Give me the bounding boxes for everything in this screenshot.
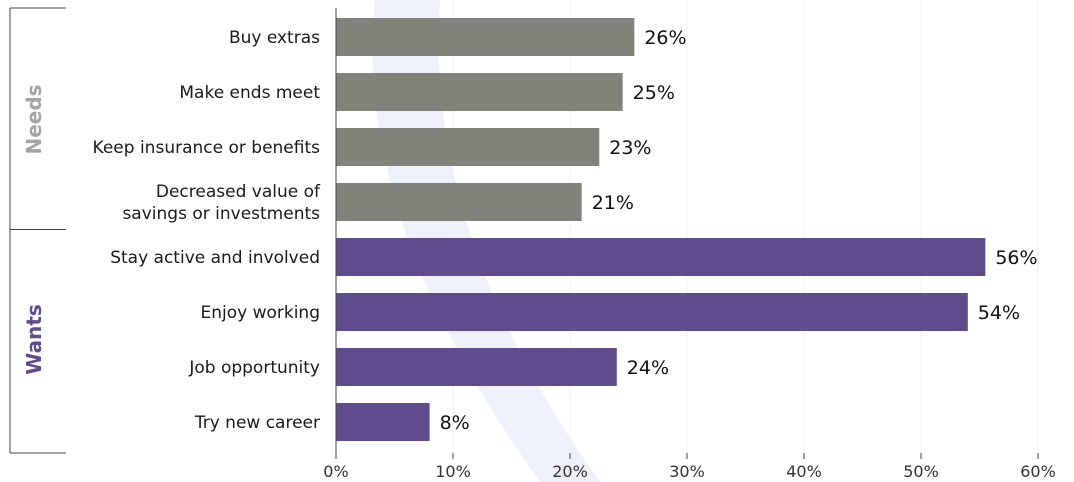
- category-label: Buy extras: [229, 28, 320, 48]
- category-label: Keep insurance or benefits: [93, 138, 321, 158]
- x-tick-label: 0%: [323, 462, 348, 481]
- x-tick-label: 10%: [435, 462, 471, 481]
- value-label: 25%: [633, 82, 675, 104]
- value-label: 21%: [592, 192, 634, 214]
- bar: [336, 238, 986, 276]
- x-tick-label: 40%: [786, 462, 822, 481]
- bar: [336, 18, 635, 56]
- x-tick-label: 50%: [903, 462, 939, 481]
- category-label: Decreased value of savings or investments: [122, 182, 321, 224]
- background-swoosh: [372, 0, 600, 482]
- value-label: 24%: [627, 357, 669, 379]
- category-label: Make ends meet: [179, 83, 320, 103]
- value-label: 8%: [440, 412, 470, 434]
- value-label: 26%: [644, 27, 686, 49]
- bar: [336, 128, 600, 166]
- category-label: Try new career: [194, 413, 320, 433]
- bar: [336, 293, 968, 331]
- value-label: 54%: [978, 302, 1020, 324]
- bar: [336, 183, 582, 221]
- value-label: 23%: [609, 137, 651, 159]
- bar: [336, 348, 617, 386]
- x-tick-label: 30%: [669, 462, 705, 481]
- group-label-needs: Needs: [22, 84, 46, 154]
- group-label-wants: Wants: [22, 304, 46, 375]
- category-label: Job opportunity: [188, 358, 320, 378]
- category-label: Enjoy working: [200, 303, 320, 323]
- bar: [336, 73, 623, 111]
- value-label: 56%: [995, 247, 1037, 269]
- x-tick-label: 20%: [552, 462, 588, 481]
- category-label: Stay active and involved: [110, 248, 320, 268]
- x-tick-label: 60%: [1020, 462, 1056, 481]
- bar: [336, 403, 430, 441]
